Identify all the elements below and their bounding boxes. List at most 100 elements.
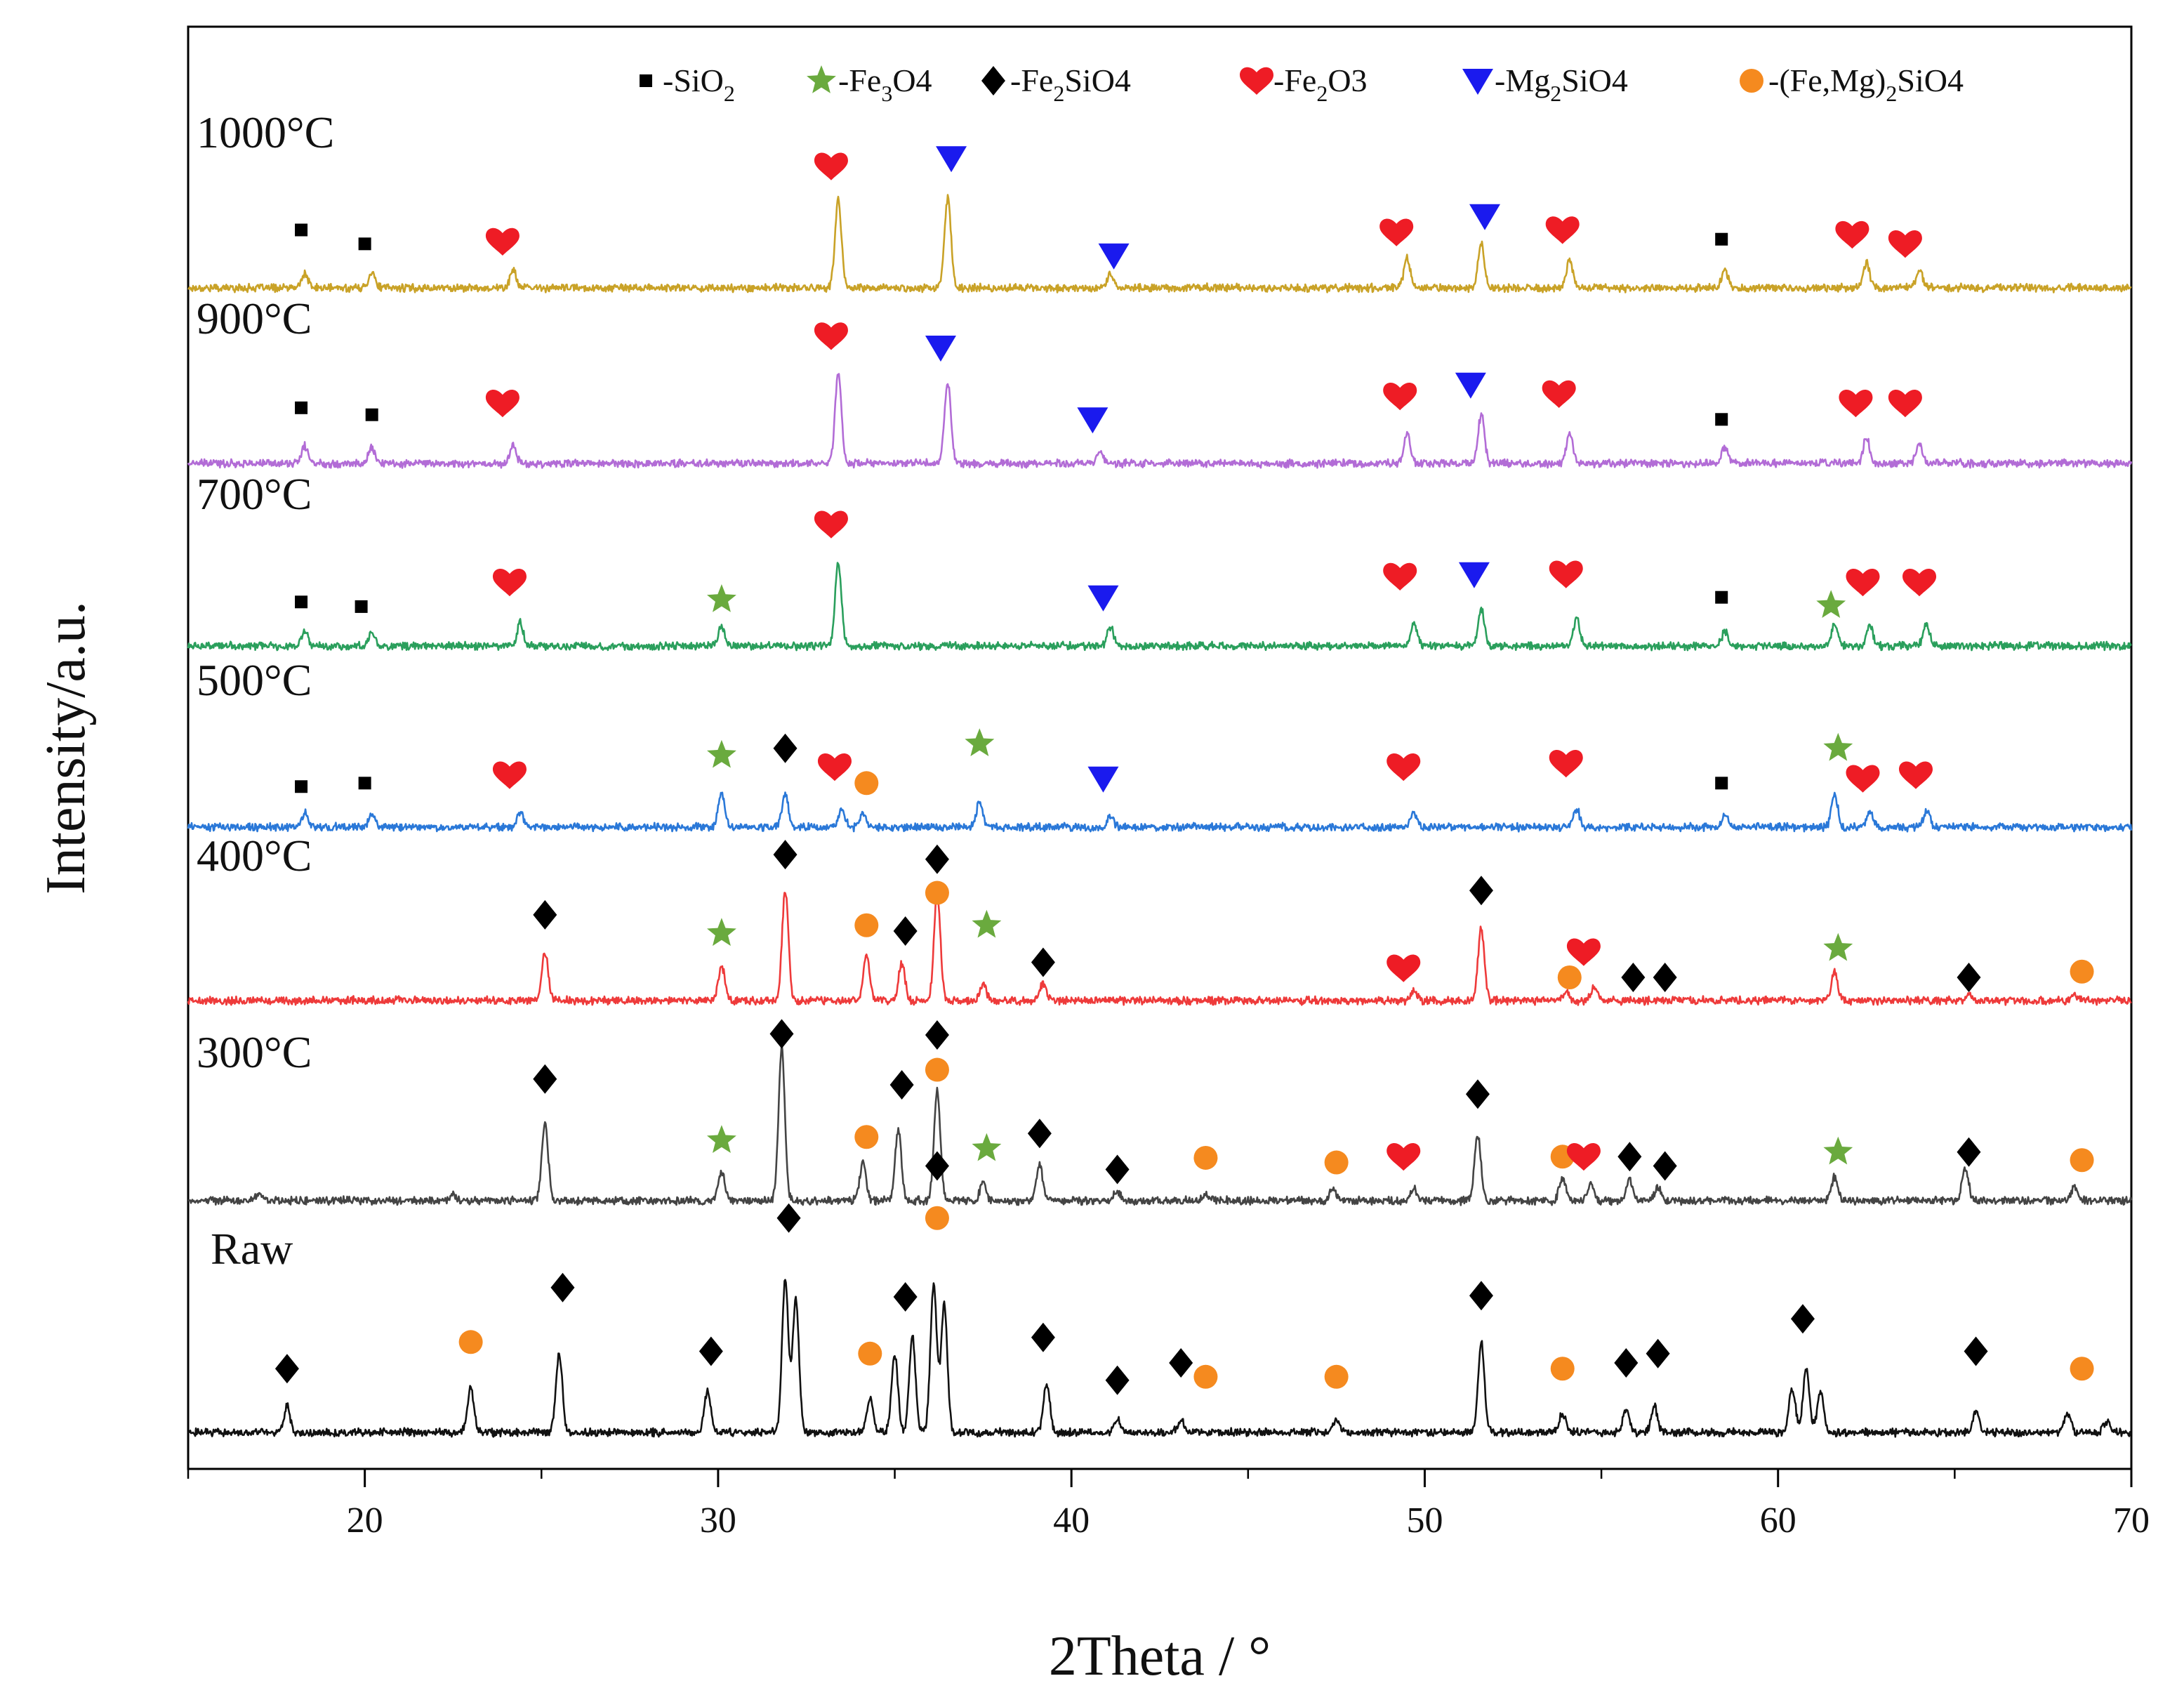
phase-marker-circle [925, 1057, 949, 1082]
phase-marker-square [355, 600, 368, 613]
phase-marker-heart [1386, 1143, 1421, 1171]
legend-marker-star [807, 65, 836, 93]
series-line-3 [187, 791, 2133, 833]
phase-marker-circle [854, 771, 879, 796]
phase-marker-square [295, 223, 308, 237]
phase-marker-square [1715, 777, 1728, 790]
phase-marker-triangle [1087, 585, 1119, 612]
phase-marker-diamond [1957, 963, 1981, 992]
legend-label: -(Fe,Mg)2SiO4 [1768, 62, 1964, 106]
x-axis: 20 30 40 50 60 70 [187, 1469, 2150, 1541]
phase-marker-heart [1549, 560, 1583, 588]
phase-marker-diamond [1469, 876, 1493, 906]
phase-marker-diamond [1614, 1348, 1639, 1378]
series-label: Raw [211, 1224, 293, 1274]
phase-marker-diamond [1031, 1322, 1055, 1352]
phase-marker-heart [1899, 761, 1933, 789]
phase-marker-diamond [1031, 947, 1055, 977]
phase-marker-triangle [1077, 407, 1108, 434]
phase-marker-diamond [769, 1019, 794, 1049]
legend-label: -Fe3O4 [838, 62, 932, 106]
phase-marker-diamond [889, 1070, 914, 1100]
phase-marker-diamond [533, 899, 557, 930]
phase-marker-square [1715, 413, 1728, 426]
phase-marker-diamond [925, 844, 949, 874]
phase-marker-diamond [773, 733, 798, 763]
phase-marker-star [707, 739, 736, 768]
phase-marker-diamond [1027, 1119, 1052, 1149]
legend-label: -SiO2 [663, 62, 735, 106]
legend-marker-diamond [981, 66, 1005, 95]
phase-marker-square [295, 780, 308, 793]
phase-marker-circle [1193, 1364, 1218, 1389]
phase-marker-diamond [1964, 1336, 1988, 1366]
series-labels: 1000°C 900°C 700°C 500°C 400°C 300°C Raw [197, 107, 334, 1274]
phase-marker-heart [492, 569, 527, 597]
plot-frame [187, 25, 2133, 1470]
phase-marker-diamond [699, 1336, 723, 1366]
phase-marker-diamond [893, 916, 918, 946]
phase-marker-triangle [1458, 562, 1490, 588]
x-tick-label: 30 [700, 1501, 736, 1541]
phase-marker-circle [1557, 965, 1582, 989]
series-label: 900°C [197, 294, 312, 343]
legend-marker-square [640, 74, 652, 87]
phase-marker-diamond [776, 1203, 801, 1233]
legend-label-subscript: 2 [724, 81, 735, 106]
phase-marker-triangle [1455, 372, 1486, 399]
phase-marker-diamond [533, 1064, 557, 1094]
phase-marker-square [1715, 591, 1728, 604]
legend-label-prefix: -Fe [838, 62, 881, 98]
legend-label-subscript: 2 [1053, 81, 1064, 106]
phase-marker-diamond [1169, 1348, 1193, 1378]
phase-marker-square [365, 408, 378, 421]
legend-label-prefix: -SiO [663, 62, 724, 98]
phase-marker-star [707, 584, 736, 612]
phase-marker-heart [1902, 569, 1937, 597]
phase-marker-star [972, 1133, 1002, 1161]
legend-item-heart: -Fe2O3 [1240, 62, 1368, 106]
series-line-1 [187, 373, 2133, 469]
phase-marker-heart [1386, 954, 1421, 982]
legend-label-prefix: -Mg [1495, 62, 1550, 98]
phase-marker-star [707, 918, 736, 947]
phase-marker-heart [1383, 562, 1417, 591]
phase-markers [274, 146, 2094, 1395]
phase-marker-diamond [1465, 1079, 1490, 1109]
series-label: 300°C [197, 1027, 312, 1077]
phase-marker-circle [858, 1341, 882, 1366]
phase-marker-heart [1888, 230, 1922, 258]
phase-marker-star [965, 728, 995, 756]
phase-marker-circle [1324, 1364, 1349, 1389]
phase-marker-star [972, 909, 1002, 938]
phase-marker-diamond [893, 1281, 918, 1312]
series-line-6 [187, 1279, 2132, 1438]
phase-marker-heart [1839, 389, 1873, 418]
x-tick-label: 60 [1760, 1501, 1796, 1541]
legend-label: -Mg2SiO4 [1495, 62, 1628, 106]
phase-marker-diamond [1617, 1142, 1642, 1172]
legend-marker-circle [1740, 69, 1763, 93]
phase-marker-diamond [1105, 1365, 1130, 1395]
phase-marker-heart [814, 152, 848, 180]
phase-marker-triangle [925, 336, 956, 362]
series-line-0 [187, 194, 2132, 294]
legend-label-prefix: -Fe [1273, 62, 1316, 98]
traces [187, 194, 2133, 1438]
phase-marker-heart [1549, 750, 1583, 778]
legend-marker-heart [1240, 67, 1273, 95]
phase-marker-heart [492, 761, 527, 789]
legend-item-diamond: -Fe2SiO4 [981, 62, 1131, 106]
x-tick-label: 70 [2113, 1501, 2150, 1541]
series-label: 400°C [197, 831, 312, 881]
phase-marker-star [1823, 932, 1853, 961]
phase-marker-diamond [1469, 1281, 1493, 1311]
phase-marker-star [707, 1125, 736, 1153]
phase-marker-heart [485, 227, 519, 256]
phase-marker-heart [1566, 938, 1601, 966]
phase-marker-heart [814, 510, 848, 539]
phase-marker-diamond [1105, 1154, 1130, 1185]
legend-label-suffix: SiO4 [1897, 62, 1964, 98]
phase-marker-heart [1888, 389, 1922, 418]
